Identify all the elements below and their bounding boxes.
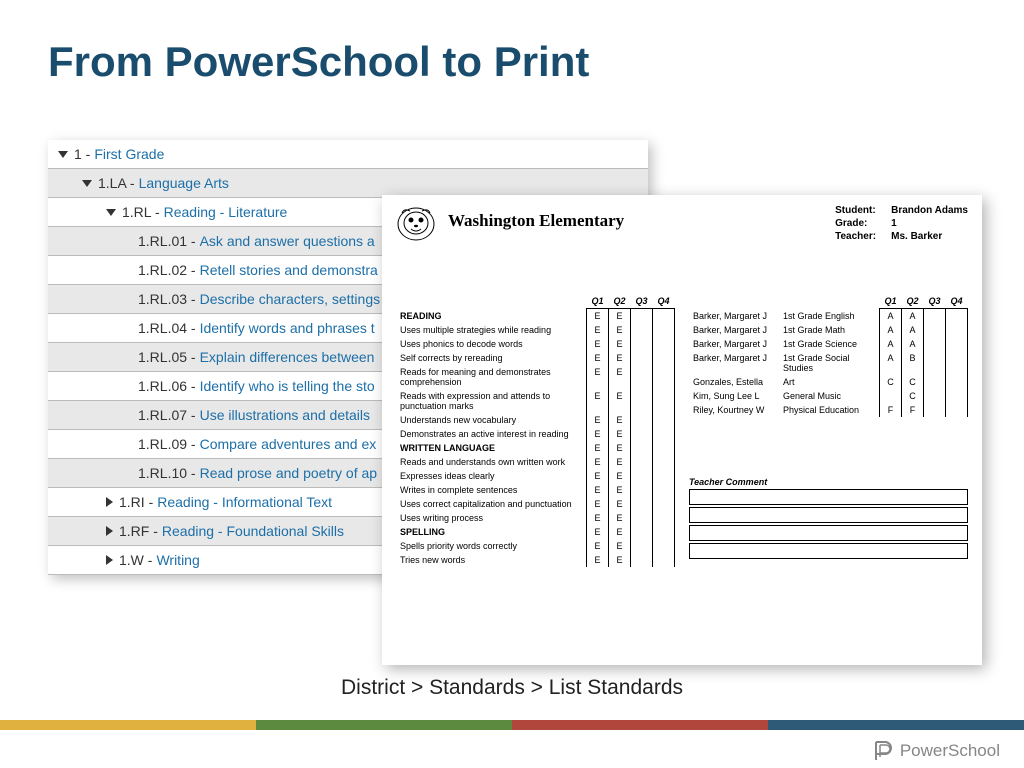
tree-root[interactable]: 1 - First Grade <box>48 140 648 169</box>
chevron-down-icon[interactable] <box>82 180 92 187</box>
comment-line <box>689 525 968 541</box>
school-name: Washington Elementary <box>448 211 624 231</box>
slide-title: From PowerSchool to Print <box>0 0 1024 86</box>
powerschool-logo: PowerSchool <box>872 740 1000 762</box>
breadcrumb-path: District > Standards > List Standards <box>0 676 1024 700</box>
tree-item[interactable]: 1.LA -Language Arts <box>48 169 648 198</box>
chevron-right-icon[interactable] <box>106 497 113 507</box>
chevron-right-icon[interactable] <box>106 555 113 565</box>
comment-line <box>689 507 968 523</box>
chevron-down-icon[interactable] <box>58 151 68 158</box>
chevron-right-icon[interactable] <box>106 526 113 536</box>
teacher-comment-label: Teacher Comment <box>689 477 968 487</box>
skills-table: Q1Q2Q3Q4 READINGEEUses multiple strategi… <box>396 294 675 567</box>
comment-line <box>689 543 968 559</box>
school-mascot-icon <box>396 205 436 243</box>
report-card: Washington Elementary Student:Brandon Ad… <box>382 195 982 665</box>
chevron-down-icon[interactable] <box>106 209 116 216</box>
powerschool-icon <box>872 740 894 762</box>
footer-color-bar <box>0 720 1024 730</box>
grades-table: Q1Q2Q3Q4 Barker, Margaret J1st Grade Eng… <box>689 294 968 417</box>
comment-line <box>689 489 968 505</box>
